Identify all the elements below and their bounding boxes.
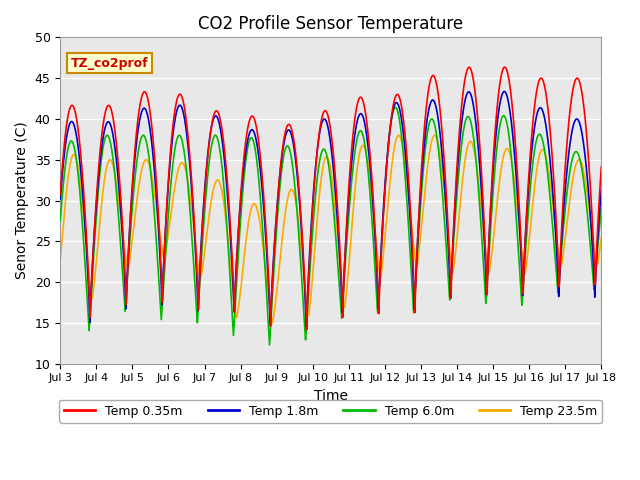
Temp 6.0m (358, 130, 366, 136)
Temp 1.8m (207, 126, 215, 132)
Temp 23.5m (488, 246, 496, 252)
Line: Temp 1.8m: Temp 1.8m (60, 91, 602, 326)
Temp 1.8m (358, 112, 366, 118)
Temp 6.0m (550, 240, 558, 246)
Line: Temp 6.0m: Temp 6.0m (60, 108, 602, 345)
Temp 1.8m (598, 187, 605, 192)
Legend: Temp 0.35m, Temp 1.8m, Temp 6.0m, Temp 23.5m: Temp 0.35m, Temp 1.8m, Temp 6.0m, Temp 2… (59, 400, 602, 423)
Temp 1.8m (565, 149, 573, 155)
Temp 0.35m (565, 118, 573, 123)
Temp 23.5m (207, 199, 215, 204)
Temp 1.8m (347, 172, 355, 178)
Temp 23.5m (598, 235, 605, 240)
Temp 6.0m (488, 200, 496, 206)
Temp 6.0m (207, 145, 215, 151)
Temp 23.5m (431, 132, 438, 138)
Temp 23.5m (347, 241, 355, 247)
Temp 0.35m (488, 176, 496, 181)
Line: Temp 0.35m: Temp 0.35m (60, 67, 602, 330)
Temp 1.8m (56, 196, 64, 202)
Temp 0.35m (347, 161, 355, 167)
Temp 1.8m (500, 88, 508, 94)
Temp 23.5m (268, 320, 276, 325)
X-axis label: Time: Time (314, 389, 348, 403)
Temp 1.8m (303, 324, 310, 329)
Temp 0.35m (598, 164, 605, 169)
Temp 23.5m (358, 143, 366, 148)
Temp 6.0m (266, 342, 273, 348)
Temp 6.0m (56, 218, 64, 224)
Temp 23.5m (550, 212, 558, 217)
Temp 1.8m (550, 206, 558, 212)
Temp 0.35m (207, 125, 215, 131)
Temp 23.5m (56, 257, 64, 263)
Y-axis label: Senor Temperature (C): Senor Temperature (C) (15, 121, 29, 279)
Temp 6.0m (347, 191, 355, 197)
Temp 6.0m (565, 174, 573, 180)
Line: Temp 23.5m: Temp 23.5m (60, 135, 602, 323)
Temp 0.35m (550, 180, 558, 185)
Temp 6.0m (598, 206, 605, 212)
Temp 0.35m (500, 64, 508, 70)
Title: CO2 Profile Sensor Temperature: CO2 Profile Sensor Temperature (198, 15, 463, 33)
Temp 0.35m (358, 96, 366, 102)
Text: TZ_co2prof: TZ_co2prof (71, 57, 148, 70)
Temp 0.35m (56, 192, 64, 197)
Temp 1.8m (488, 182, 496, 188)
Temp 6.0m (392, 105, 399, 110)
Temp 0.35m (303, 327, 310, 333)
Temp 23.5m (565, 204, 573, 209)
